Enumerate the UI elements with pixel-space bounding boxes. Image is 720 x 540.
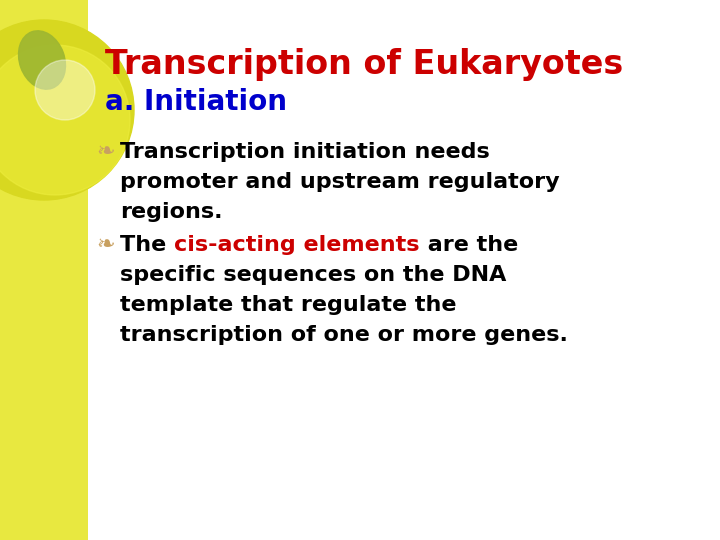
Text: Transcription of Eukaryotes: Transcription of Eukaryotes xyxy=(105,48,624,81)
Text: Transcription initiation needs: Transcription initiation needs xyxy=(120,142,490,162)
Text: ❧: ❧ xyxy=(96,235,114,255)
Circle shape xyxy=(35,60,95,120)
Text: cis-acting elements: cis-acting elements xyxy=(174,235,420,255)
Text: transcription of one or more genes.: transcription of one or more genes. xyxy=(120,325,568,345)
FancyBboxPatch shape xyxy=(0,0,88,540)
Text: regions.: regions. xyxy=(120,202,222,222)
Text: promoter and upstream regulatory: promoter and upstream regulatory xyxy=(120,172,559,192)
Ellipse shape xyxy=(19,31,66,89)
Circle shape xyxy=(0,20,134,200)
Text: The: The xyxy=(120,235,174,255)
Text: a. Initiation: a. Initiation xyxy=(105,88,287,116)
Circle shape xyxy=(0,45,130,195)
Text: ❧: ❧ xyxy=(96,142,114,162)
Text: template that regulate the: template that regulate the xyxy=(120,295,456,315)
Text: are the: are the xyxy=(420,235,518,255)
Text: specific sequences on the DNA: specific sequences on the DNA xyxy=(120,265,506,285)
